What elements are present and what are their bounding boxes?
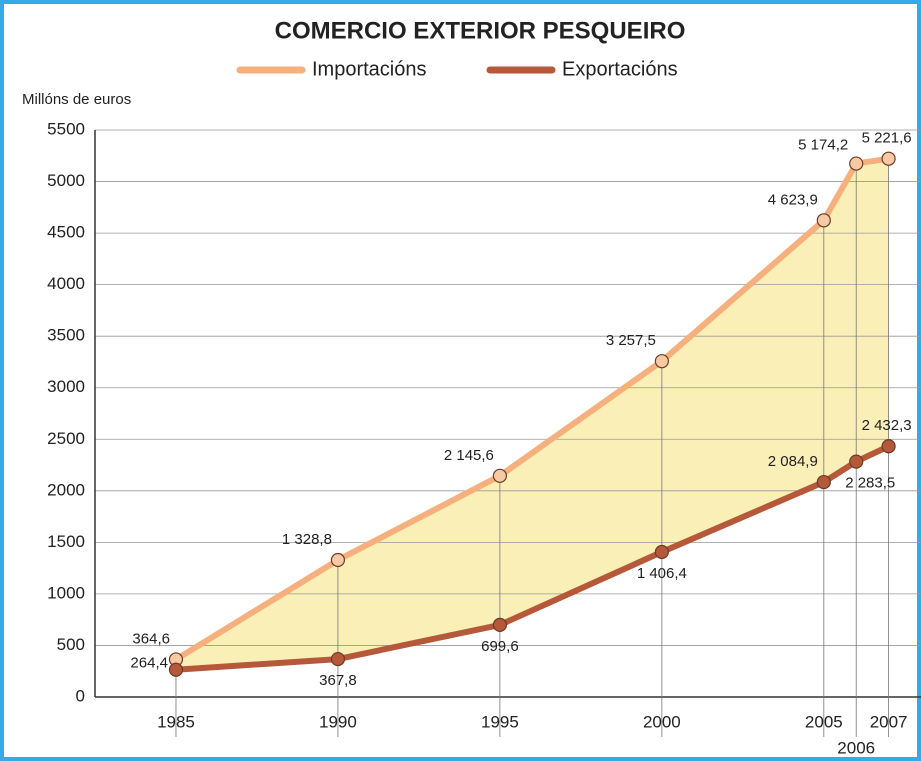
data-point xyxy=(330,651,346,667)
data-point xyxy=(654,354,669,369)
data-label: 1 406,4 xyxy=(637,565,687,582)
chart-title: COMERCIO EXTERIOR PESQUEIRO xyxy=(275,17,686,44)
x-tick-label: 1985 xyxy=(157,712,195,731)
y-tick-label: 2500 xyxy=(47,429,85,448)
x-tick-label: 1990 xyxy=(319,712,357,731)
data-label: 2 283,5 xyxy=(845,475,895,492)
data-label: 2 084,9 xyxy=(768,453,818,470)
data-label: 2 432,3 xyxy=(862,417,912,434)
y-tick-label: 2000 xyxy=(47,480,85,499)
x-tick-label: 2000 xyxy=(643,712,681,731)
data-point xyxy=(881,151,896,166)
y-tick-label: 0 xyxy=(76,686,85,705)
data-label: 699,6 xyxy=(481,638,519,655)
data-point xyxy=(492,617,508,632)
data-label: 3 257,5 xyxy=(606,332,656,349)
y-tick-label: 500 xyxy=(57,635,85,654)
y-tick-label: 5000 xyxy=(47,171,85,190)
x-tick-label: 2005 xyxy=(805,712,843,731)
y-axis-label: Millóns de euros xyxy=(22,91,131,108)
y-tick-label: 3000 xyxy=(47,377,85,396)
data-label: 2 145,6 xyxy=(444,447,494,464)
x-tick-label: 2007 xyxy=(870,712,908,731)
data-point xyxy=(816,213,831,228)
data-label: 4 623,9 xyxy=(768,191,818,208)
data-label: 5 221,6 xyxy=(862,130,912,147)
data-point xyxy=(881,439,896,454)
data-label: 1 328,8 xyxy=(282,531,332,548)
x-tick-label: 1995 xyxy=(481,712,519,731)
y-tick-label: 1500 xyxy=(47,532,85,551)
y-tick-label: 4000 xyxy=(47,274,85,293)
x-tick-label: 2006 xyxy=(837,738,875,757)
y-tick-label: 5500 xyxy=(47,119,85,138)
data-point xyxy=(849,156,864,171)
data-label: 264,4 xyxy=(130,655,168,672)
data-label: 367,8 xyxy=(319,672,357,689)
data-point xyxy=(654,544,669,560)
data-label: 364,6 xyxy=(132,630,170,647)
data-point xyxy=(330,552,346,568)
data-point xyxy=(492,468,508,483)
legend-label: Importacións xyxy=(312,58,427,80)
data-point xyxy=(849,454,864,469)
y-tick-label: 1000 xyxy=(47,583,85,602)
legend-label: Exportacións xyxy=(562,58,678,80)
data-label: 5 174,2 xyxy=(798,137,848,154)
data-point xyxy=(168,662,184,677)
y-tick-label: 3500 xyxy=(47,326,85,345)
y-tick-label: 4500 xyxy=(47,223,85,242)
data-point xyxy=(816,474,831,490)
